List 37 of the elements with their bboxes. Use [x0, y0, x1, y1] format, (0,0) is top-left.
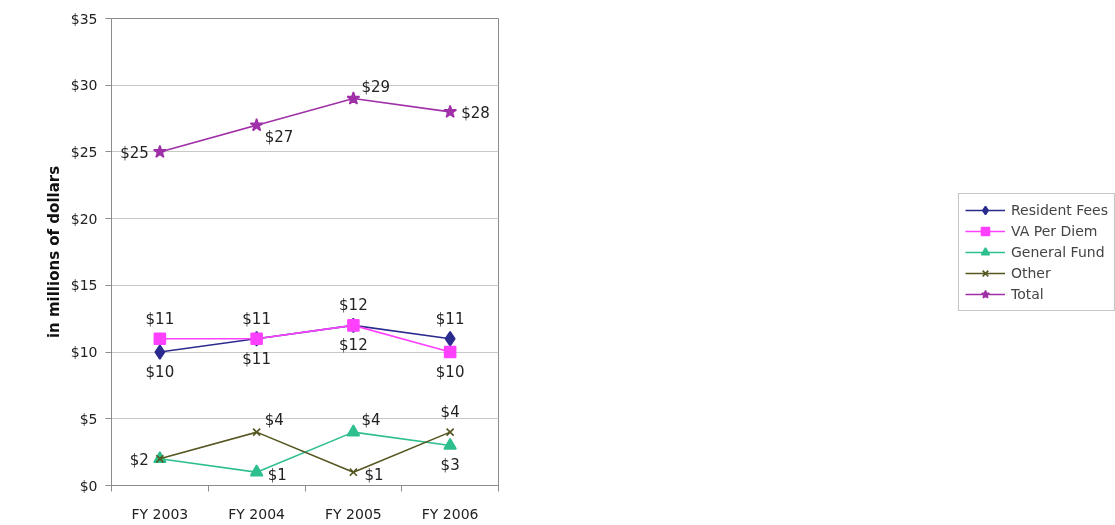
legend-label: Resident Fees	[1010, 201, 1108, 218]
data-label: $10	[145, 363, 175, 382]
y-tick-label: $10	[70, 344, 98, 361]
legend-label: Other	[1010, 264, 1051, 281]
data-label: $11	[145, 309, 175, 328]
data-label: $1	[267, 466, 287, 485]
x-tick-label: FY 2003	[131, 505, 189, 522]
y-tick-label: $20	[70, 210, 98, 227]
y-tick-label: $25	[70, 143, 98, 160]
data-label: $2	[129, 450, 149, 469]
y-tick-label: $15	[70, 277, 98, 294]
data-label: $1	[364, 466, 384, 485]
legend-label: General Fund	[1010, 243, 1105, 260]
data-label: $11	[435, 309, 465, 328]
data-label: $12	[339, 336, 368, 355]
y-tick-label: $0	[79, 477, 98, 494]
y-tick-label: $30	[70, 77, 98, 94]
y-tick-label: $35	[70, 10, 98, 27]
data-label: $10	[435, 363, 465, 382]
data-label: $4	[440, 403, 460, 422]
data-label: $4	[264, 411, 284, 430]
data-label: $28	[461, 103, 490, 122]
legend-label: Total	[1010, 285, 1044, 302]
data-label: $11	[242, 309, 271, 328]
y-tick-label: $5	[79, 410, 98, 427]
data-label: $11	[242, 349, 271, 368]
data-label: $29	[361, 77, 391, 96]
data-label: $27	[264, 128, 294, 147]
x-tick-label: FY 2005	[325, 505, 382, 522]
data-label: $3	[440, 456, 460, 475]
data-label: $4	[361, 411, 381, 430]
x-tick-label: FY 2006	[421, 505, 479, 522]
data-label: $12	[339, 296, 368, 315]
data-label: $25	[120, 143, 149, 162]
y-axis-title: in millions of dollars	[44, 165, 63, 339]
x-tick-label: FY 2004	[228, 505, 286, 522]
legend-label: VA Per Diem	[1010, 222, 1098, 239]
